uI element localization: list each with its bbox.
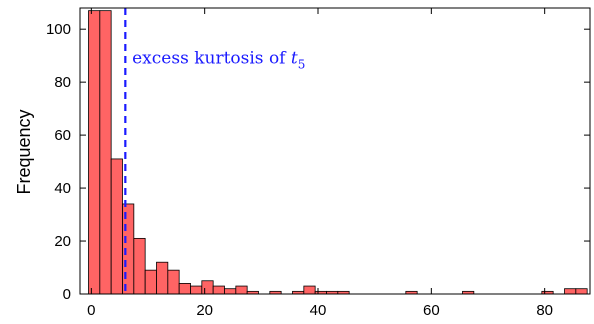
- tick-labels: 0 20 40 60 80 0 20 40 60 80 100: [46, 21, 553, 319]
- histogram-bar: [564, 288, 577, 295]
- annotation-subscript: 5: [298, 58, 306, 72]
- y-tick-label: 0: [63, 286, 71, 303]
- y-tick-label: 40: [54, 180, 71, 197]
- histogram-bar: [110, 158, 123, 295]
- y-tick-label: 100: [46, 21, 71, 38]
- histogram-bar: [156, 261, 169, 295]
- x-tick-label: 0: [87, 302, 95, 319]
- y-tick-label: 60: [54, 127, 71, 144]
- histogram-bar: [133, 237, 146, 295]
- annotation-math: t: [291, 49, 298, 69]
- histogram-bar: [575, 288, 588, 295]
- histogram-bar: [303, 285, 316, 295]
- histogram-bar: [99, 10, 112, 295]
- histogram-bar: [235, 285, 248, 295]
- x-tick-label: 80: [536, 302, 553, 319]
- histogram-bar: [212, 285, 225, 295]
- histogram-bar: [122, 203, 135, 295]
- histogram-bar: [201, 280, 214, 295]
- plot-area: [80, 8, 590, 294]
- histogram-bar: [224, 288, 237, 295]
- x-tick-label: 40: [310, 302, 327, 319]
- x-tick-label: 60: [423, 302, 440, 319]
- histogram-bar: [144, 269, 157, 295]
- axes: [79, 7, 591, 295]
- y-axis-label: Frequency: [14, 109, 34, 194]
- x-tick-label: 20: [196, 302, 213, 319]
- plot-background: [80, 8, 590, 294]
- histogram-bar: [190, 285, 203, 295]
- y-tick-label: 80: [54, 74, 71, 91]
- histogram-bar: [88, 10, 101, 295]
- annotation-text: excess kurtosis of: [132, 49, 291, 69]
- y-tick-label: 20: [54, 233, 71, 250]
- histogram-bar: [167, 269, 180, 295]
- histogram-bar: [178, 283, 191, 295]
- axes-frame: [79, 7, 591, 295]
- kurtosis-annotation: excess kurtosis of t5: [132, 49, 305, 72]
